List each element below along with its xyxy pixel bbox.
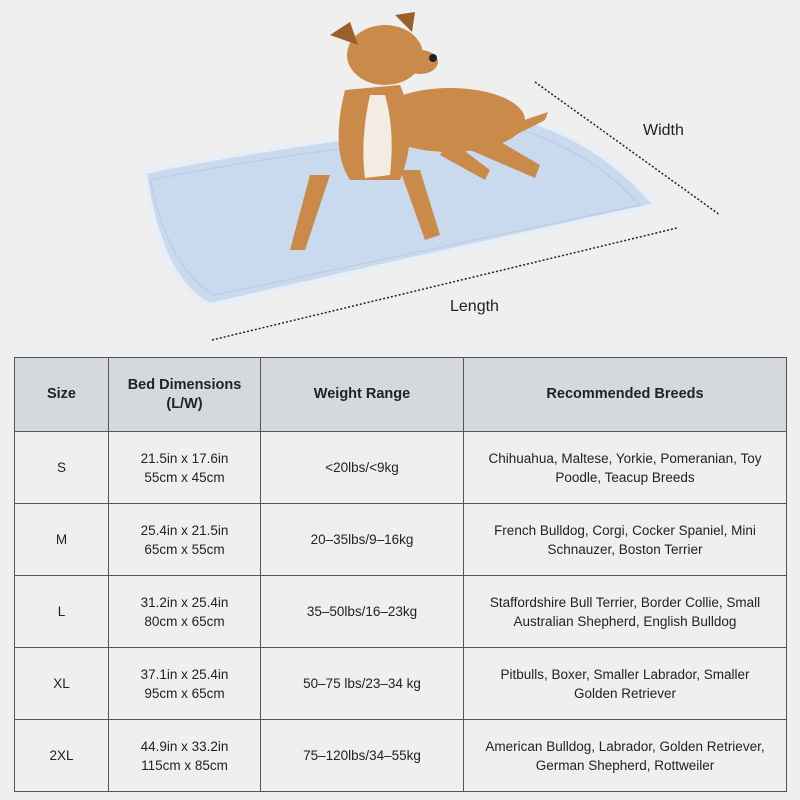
dog bbox=[290, 12, 548, 250]
cell-weight: 75–120lbs/34–55kg bbox=[260, 719, 464, 792]
product-illustration bbox=[142, 12, 721, 341]
cell-breeds: Chihuahua, Maltese, Yorkie, Pomeranian, … bbox=[463, 431, 787, 504]
header-recommended-breeds: Recommended Breeds bbox=[463, 357, 787, 432]
cell-size: 2XL bbox=[14, 719, 109, 792]
cell-size: XL bbox=[14, 647, 109, 720]
cell-weight: 50–75 lbs/23–34 kg bbox=[260, 647, 464, 720]
width-label: Width bbox=[643, 122, 684, 139]
cell-dimensions: 25.4in x 21.5in 65cm x 55cm bbox=[108, 503, 261, 576]
cell-breeds: French Bulldog, Corgi, Cocker Spaniel, M… bbox=[463, 503, 787, 576]
cell-dimensions: 31.2in x 25.4in 80cm x 65cm bbox=[108, 575, 261, 648]
table-row: M 25.4in x 21.5in 65cm x 55cm 20–35lbs/9–16… bbox=[14, 503, 787, 576]
cell-weight: <20lbs/<9kg bbox=[260, 431, 464, 504]
table-header-row: Size Bed Dimensions (L/W) Weight Range Re… bbox=[14, 357, 787, 432]
cell-weight: 20–35lbs/9–16kg bbox=[260, 503, 464, 576]
header-weight-range: Weight Range bbox=[260, 357, 464, 432]
cell-size: S bbox=[14, 431, 109, 504]
header-size: Size bbox=[14, 357, 109, 432]
cell-size: L bbox=[14, 575, 109, 648]
cell-breeds: American Bulldog, Labrador, Golden Retri… bbox=[463, 719, 787, 792]
cell-breeds: Staffordshire Bull Terrier, Border Colli… bbox=[463, 575, 787, 648]
table-row: XL 37.1in x 25.4in 95cm x 65cm 50–75 lbs/23… bbox=[14, 647, 787, 720]
table-row: L 31.2in x 25.4in 80cm x 65cm 35–50lbs/16–2… bbox=[14, 575, 787, 648]
cell-dimensions: 44.9in x 33.2in 115cm x 85cm bbox=[108, 719, 261, 792]
cell-breeds: Pitbulls, Boxer, Smaller Labrador, Small… bbox=[463, 647, 787, 720]
header-bed-dimensions: Bed Dimensions (L/W) bbox=[108, 357, 261, 432]
cell-size: M bbox=[14, 503, 109, 576]
cell-weight: 35–50lbs/16–23kg bbox=[260, 575, 464, 648]
length-label: Length bbox=[450, 298, 499, 315]
table-row: S 21.5in x 17.6in 55cm x 45cm <20lbs/<9kg Ch… bbox=[14, 431, 787, 504]
table-row: 2XL 44.9in x 33.2in 115cm x 85cm 75–120lbs/… bbox=[14, 719, 787, 792]
cell-dimensions: 37.1in x 25.4in 95cm x 65cm bbox=[108, 647, 261, 720]
cell-dimensions: 21.5in x 17.6in 55cm x 45cm bbox=[108, 431, 261, 504]
width-arrow bbox=[534, 81, 721, 216]
size-chart-table: Size Bed Dimensions (L/W) Weight Range Re… bbox=[14, 357, 787, 792]
